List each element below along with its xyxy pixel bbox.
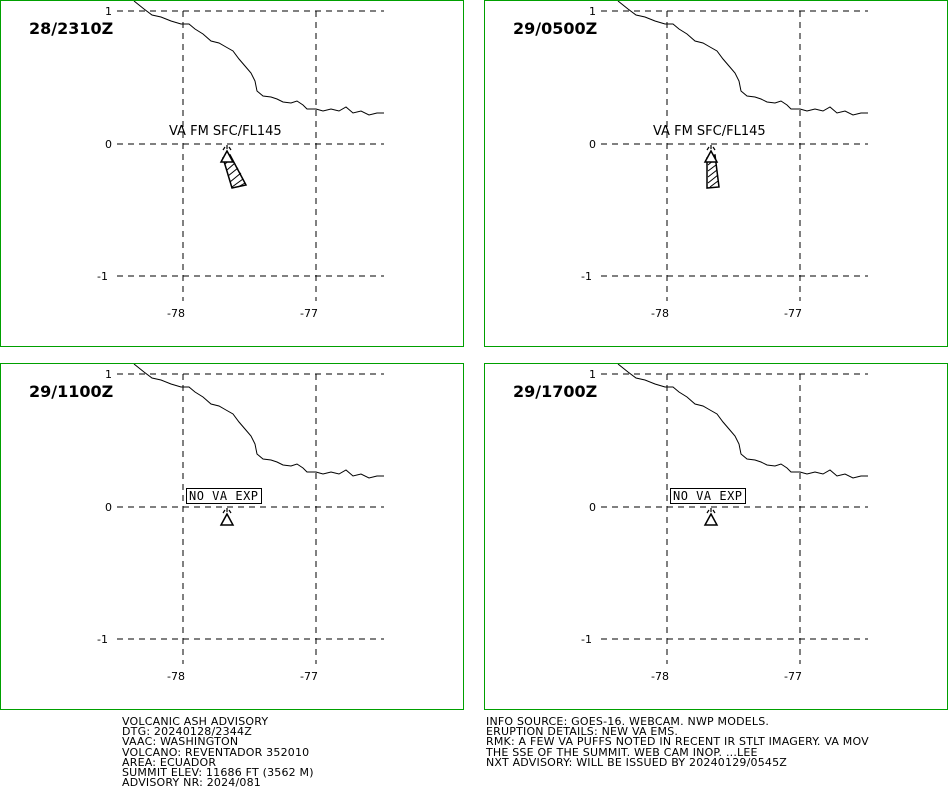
lon-tick-label: -77 [784, 670, 802, 683]
lon-tick-label: -78 [651, 307, 669, 320]
advisory-line: SUMMIT ELEV: 11686 FT (3562 M) [122, 765, 314, 779]
lon-tick-label: -77 [300, 307, 318, 320]
forecast-panel-4: 29/1700Z 1 0 -1 -78 -77 NO VA EXP [484, 363, 948, 710]
advisory-line: ADVISORY NR: 2024/081 [122, 776, 261, 790]
forecast-time: 29/1100Z [29, 382, 114, 401]
advisory-line: ERUPTION DETAILS: NEW VA EMS. [486, 725, 679, 739]
border-line [617, 1, 868, 116]
volcano-icon [703, 508, 719, 526]
no-va-expected-box: NO VA EXP [186, 488, 262, 504]
map-graphic [601, 364, 868, 664]
lat-tick-label: -1 [581, 270, 592, 283]
lat-tick-label: 0 [105, 501, 112, 514]
map-graphic [601, 1, 868, 301]
lon-tick-label: -77 [784, 307, 802, 320]
advisory-line: AREA: ECUADOR [122, 755, 217, 769]
lat-tick-label: -1 [581, 633, 592, 646]
lat-tick-label: 1 [105, 368, 112, 381]
forecast-time: 28/2310Z [29, 19, 114, 38]
ash-height-label: VA FM SFC/FL145 [169, 124, 282, 139]
advisory-line: RMK: A FEW VA PUFFS NOTED IN RECENT IR S… [486, 735, 869, 749]
lat-tick-label: 0 [105, 138, 112, 151]
forecast-time: 29/1700Z [513, 382, 598, 401]
lat-tick-label: -1 [97, 633, 108, 646]
lat-tick-label: 1 [589, 5, 596, 18]
lat-tick-label: 0 [589, 501, 596, 514]
advisory-line: VOLCANO: REVENTADOR 352010 [122, 745, 310, 759]
forecast-time: 29/0500Z [513, 19, 598, 38]
forecast-panel-3: 29/1100Z 1 0 -1 -78 -77 NO VA EXP [0, 363, 464, 710]
lon-tick-label: -78 [651, 670, 669, 683]
lat-tick-label: 1 [105, 5, 112, 18]
lon-tick-label: -78 [167, 670, 185, 683]
advisory-header-text: VOLCANIC ASH ADVISORY DTG: 20240128/2344… [122, 715, 314, 790]
lat-tick-label: -1 [97, 270, 108, 283]
map-graphic [117, 1, 384, 301]
volcano-icon [219, 508, 235, 526]
advisory-line: VAAC: WASHINGTON [122, 735, 239, 749]
no-va-expected-box: NO VA EXP [670, 488, 746, 504]
lat-tick-label: 0 [589, 138, 596, 151]
border-line [133, 1, 384, 116]
advisory-details-text: INFO SOURCE: GOES-16. WEBCAM. NWP MODELS… [486, 715, 869, 769]
forecast-panel-2: 29/0500Z 1 0 -1 -78 -77 VA FM SFC/FL145 [484, 0, 948, 347]
border-line [617, 364, 868, 479]
advisory-line: INFO SOURCE: GOES-16. WEBCAM. NWP MODELS… [486, 715, 770, 728]
advisory-line: DTG: 20240128/2344Z [122, 725, 252, 739]
advisory-line: VOLCANIC ASH ADVISORY [122, 715, 269, 728]
map-graphic [117, 364, 384, 664]
volcano-icon [703, 145, 719, 163]
advisory-line: NXT ADVISORY: WILL BE ISSUED BY 20240129… [486, 755, 788, 769]
volcano-icon [219, 145, 235, 163]
lon-tick-label: -77 [300, 670, 318, 683]
ash-height-label: VA FM SFC/FL145 [653, 124, 766, 139]
advisory-line: THE SSE OF THE SUMMIT. WEB CAM INOP. ...… [486, 745, 758, 759]
forecast-panel-1: 28/2310Z 1 0 -1 -78 -77 VA FM SFC/FL145 [0, 0, 464, 347]
lat-tick-label: 1 [589, 368, 596, 381]
lon-tick-label: -78 [167, 307, 185, 320]
border-line [133, 364, 384, 479]
